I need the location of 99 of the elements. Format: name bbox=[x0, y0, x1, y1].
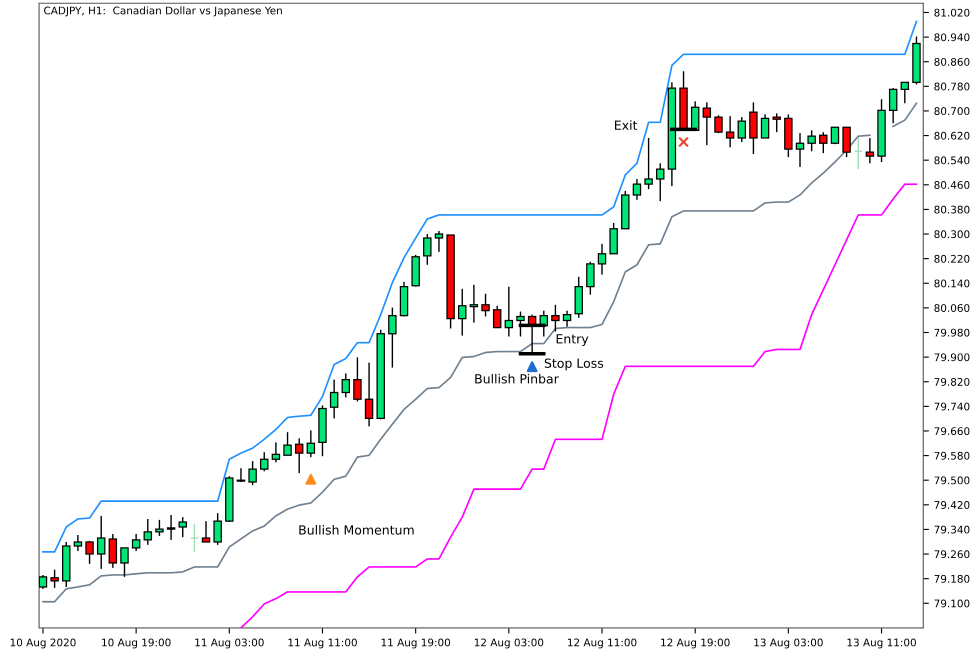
y-tick-label: 80.780 bbox=[934, 82, 970, 90]
candlestick bbox=[260, 452, 268, 472]
candlestick bbox=[434, 230, 444, 253]
candlestick bbox=[236, 468, 246, 483]
candlestick bbox=[202, 520, 210, 543]
y-tick-label: 80.220 bbox=[934, 254, 970, 263]
candlestick bbox=[726, 115, 734, 148]
y-tick-label: 79.740 bbox=[934, 402, 970, 410]
candlestick bbox=[132, 533, 140, 552]
y-tick-label: 80.140 bbox=[934, 279, 970, 288]
x-tick-label: 11 Aug 11:00 bbox=[288, 638, 357, 648]
annotation: Bullish Momentum bbox=[299, 525, 414, 535]
candlestick bbox=[50, 569, 59, 589]
line-series bbox=[240, 183, 918, 628]
candlestick bbox=[213, 512, 222, 546]
y-tick-label: 79.900 bbox=[934, 353, 970, 362]
candlestick bbox=[294, 438, 304, 474]
x-tick-label: 12 Aug 11:00 bbox=[568, 638, 636, 648]
candlestick bbox=[807, 130, 816, 152]
y-tick-label: 79.580 bbox=[934, 452, 970, 460]
y-tick-label: 79.820 bbox=[934, 378, 970, 386]
candlestick bbox=[551, 304, 560, 332]
y-tick-label: 80.380 bbox=[934, 206, 970, 214]
candlestick bbox=[458, 288, 466, 336]
y-tick-label: 79.180 bbox=[934, 574, 970, 583]
candlestick bbox=[586, 261, 595, 296]
y-tick-label: 79.420 bbox=[934, 501, 970, 509]
candlestick bbox=[96, 515, 106, 570]
y-tick-label: 79.100 bbox=[934, 600, 970, 608]
candlestick bbox=[364, 362, 374, 428]
x-tick-label: 13 Aug 11:00 bbox=[848, 638, 916, 648]
annotation: Stop Loss bbox=[544, 358, 604, 370]
candlestick bbox=[85, 540, 94, 565]
candlestick bbox=[39, 574, 48, 590]
candlestick bbox=[830, 126, 840, 145]
y-tick-label: 80.860 bbox=[934, 58, 970, 66]
point bbox=[305, 474, 316, 485]
candlestick bbox=[760, 114, 770, 139]
y-tick-label: 80.940 bbox=[934, 33, 970, 42]
candlestick bbox=[562, 310, 572, 328]
y-tick-label: 80.540 bbox=[934, 156, 970, 164]
line-series bbox=[42, 20, 918, 553]
annotation: Entry bbox=[556, 334, 588, 346]
x-tick-label: 10 Aug 2020 bbox=[10, 638, 76, 648]
annotation: Bullish Pinbar bbox=[475, 374, 559, 384]
y-tick-label: 81.020 bbox=[934, 8, 970, 17]
candlestick bbox=[423, 233, 432, 266]
y-tick-label: 80.300 bbox=[934, 230, 970, 238]
x-tick-label: 12 Aug 03:00 bbox=[474, 638, 544, 648]
point bbox=[526, 361, 538, 372]
candlestick bbox=[866, 137, 874, 164]
x-tick-label: 12 Aug 19:00 bbox=[661, 638, 730, 648]
candlestick bbox=[632, 178, 642, 201]
y-tick-label: 80.060 bbox=[934, 304, 970, 312]
candlestick bbox=[155, 519, 164, 537]
candlestick bbox=[492, 305, 502, 328]
candlestick bbox=[796, 132, 804, 168]
point bbox=[678, 136, 689, 148]
candlestick bbox=[644, 137, 653, 190]
x-tick-label: 13 Aug 03:00 bbox=[754, 638, 823, 648]
candlestick bbox=[738, 116, 746, 143]
candlestick bbox=[470, 284, 478, 324]
candlestick bbox=[854, 136, 863, 170]
candlestick bbox=[330, 378, 338, 420]
y-tick-label: 79.980 bbox=[934, 328, 970, 337]
y-tick-label: 80.700 bbox=[934, 107, 970, 116]
candlestick bbox=[388, 306, 397, 368]
candlestick bbox=[819, 131, 828, 154]
x-tick-label: 11 Aug 03:00 bbox=[195, 638, 264, 648]
candlestick bbox=[120, 547, 129, 578]
x-tick-label: 10 Aug 19:00 bbox=[102, 638, 171, 648]
candlestick bbox=[248, 460, 257, 486]
chart-title: CADJPY, H1: Canadian Dollar vs Japanese Yen bbox=[44, 6, 282, 16]
candlestick bbox=[144, 518, 152, 546]
candlestick bbox=[353, 356, 362, 402]
candlestick bbox=[772, 112, 781, 133]
candlestick bbox=[481, 293, 490, 318]
y-tick-label: 80.620 bbox=[934, 132, 970, 140]
candlestick bbox=[888, 87, 898, 124]
candlestick bbox=[714, 114, 723, 134]
y-tick-label: 79.340 bbox=[934, 526, 970, 534]
candlestick bbox=[504, 286, 514, 338]
candlestick bbox=[272, 442, 280, 464]
candlestick bbox=[166, 514, 176, 541]
candlestick bbox=[656, 162, 664, 202]
candlestick bbox=[342, 372, 350, 398]
candlestick bbox=[306, 430, 316, 458]
candlestick bbox=[598, 243, 606, 276]
y-tick-label: 80.460 bbox=[934, 181, 970, 189]
y-tick-label: 79.660 bbox=[934, 427, 970, 436]
x-tick-label: 11 Aug 19:00 bbox=[382, 638, 450, 648]
candlestick bbox=[283, 432, 292, 456]
candlestick bbox=[178, 516, 187, 538]
candlestick bbox=[900, 82, 910, 104]
y-tick-label: 79.500 bbox=[934, 476, 970, 484]
candlestick bbox=[74, 534, 82, 552]
candlestick bbox=[702, 102, 712, 146]
annotation: Exit bbox=[615, 120, 638, 130]
y-tick-label: 79.260 bbox=[934, 550, 970, 558]
